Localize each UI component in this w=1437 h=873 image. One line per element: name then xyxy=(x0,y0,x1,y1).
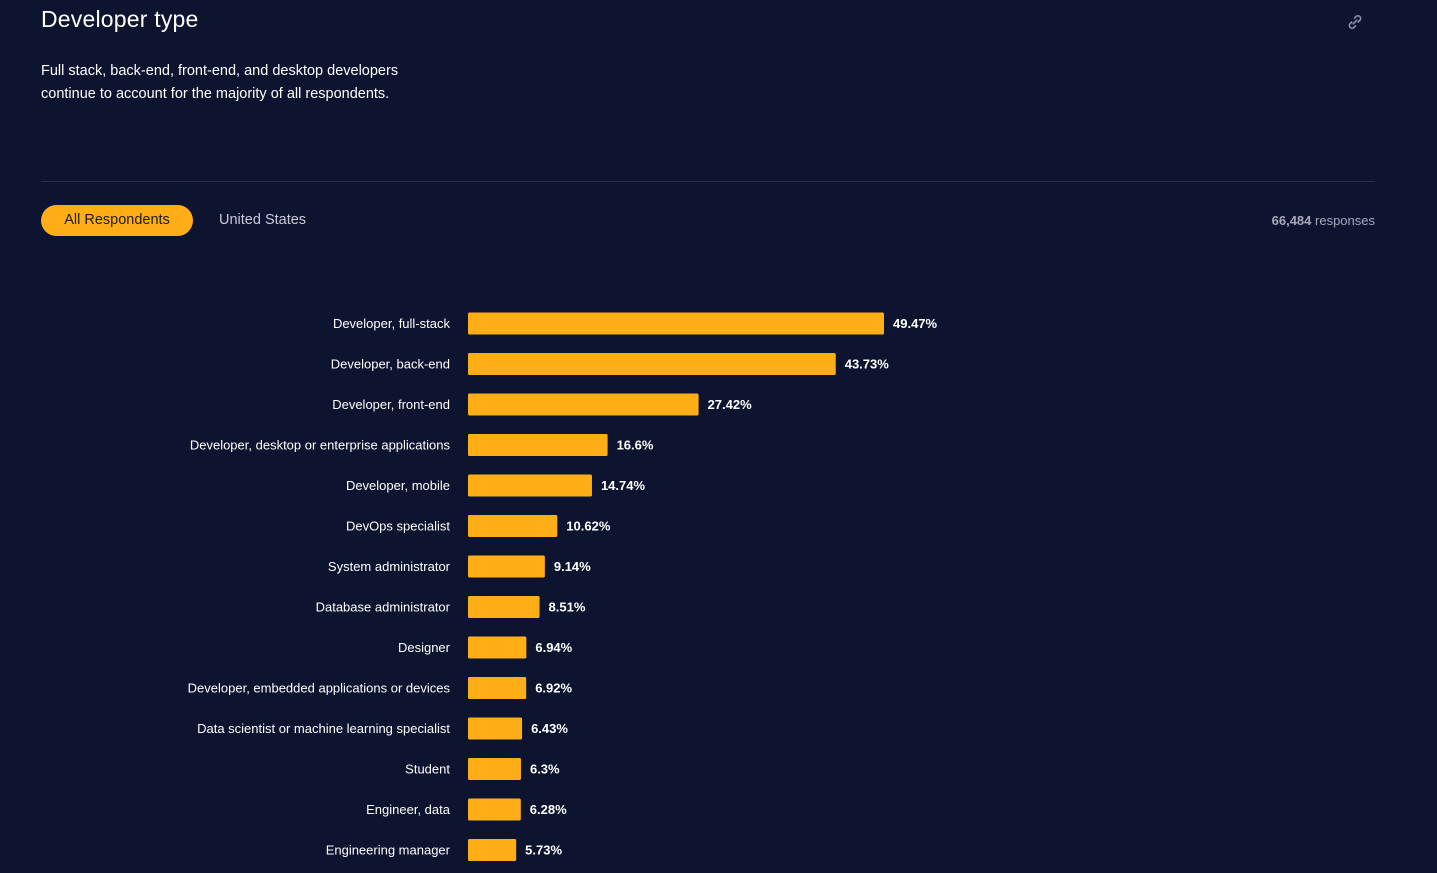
category-label: Developer, back-end xyxy=(331,357,450,372)
responses-label: responses xyxy=(1315,213,1375,228)
category-label: Designer xyxy=(398,640,451,655)
value-label: 10.62% xyxy=(566,519,611,534)
value-label: 16.6% xyxy=(617,438,654,453)
bar xyxy=(468,555,545,578)
responses-count: 66,484 responses xyxy=(1272,213,1375,228)
value-label: 6.3% xyxy=(530,762,560,777)
value-label: 27.42% xyxy=(708,397,753,412)
bar xyxy=(468,798,521,821)
value-label: 6.43% xyxy=(531,721,568,736)
tab-all-respondents[interactable]: All Respondents xyxy=(41,205,193,236)
page-title: Developer type xyxy=(41,6,199,32)
value-label: 9.14% xyxy=(554,559,591,574)
bar xyxy=(468,393,699,416)
category-label: System administrator xyxy=(328,559,451,574)
bar xyxy=(468,758,521,780)
value-label: 6.92% xyxy=(535,681,572,696)
share-link-button[interactable] xyxy=(1345,12,1365,32)
value-label: 14.74% xyxy=(601,478,646,493)
value-label: 6.94% xyxy=(535,640,572,655)
category-label: Data scientist or machine learning speci… xyxy=(197,721,450,736)
category-label: Developer, embedded applications or devi… xyxy=(188,681,451,696)
bar xyxy=(468,434,608,456)
category-label: Developer, desktop or enterprise applica… xyxy=(190,438,451,453)
value-label: 43.73% xyxy=(845,357,890,372)
link-icon xyxy=(1348,15,1362,29)
page-subtitle: Full stack, back-end, front-end, and des… xyxy=(41,63,399,102)
bar xyxy=(468,353,836,375)
value-label: 8.51% xyxy=(549,600,586,615)
category-label: Developer, mobile xyxy=(346,478,450,493)
tab-united-states[interactable]: United States xyxy=(219,212,307,228)
bar xyxy=(468,839,517,861)
bar xyxy=(468,515,558,537)
bar xyxy=(468,312,884,335)
value-label: 49.47% xyxy=(893,316,938,331)
bar xyxy=(468,677,527,699)
divider xyxy=(41,181,1375,182)
value-label: 5.73% xyxy=(525,843,562,858)
bar xyxy=(468,474,592,497)
category-label: DevOps specialist xyxy=(346,519,450,534)
category-label: Student xyxy=(405,762,450,777)
category-label: Engineer, data xyxy=(366,802,451,817)
category-label: Engineering manager xyxy=(326,843,451,858)
responses-number: 66,484 xyxy=(1271,213,1312,228)
bar xyxy=(468,636,527,659)
value-label: 6.28% xyxy=(530,802,567,817)
category-label: Developer, full-stack xyxy=(333,316,451,331)
bar xyxy=(468,596,540,618)
category-label: Developer, front-end xyxy=(332,397,450,412)
bar xyxy=(468,717,523,740)
category-label: Database administrator xyxy=(316,600,451,615)
